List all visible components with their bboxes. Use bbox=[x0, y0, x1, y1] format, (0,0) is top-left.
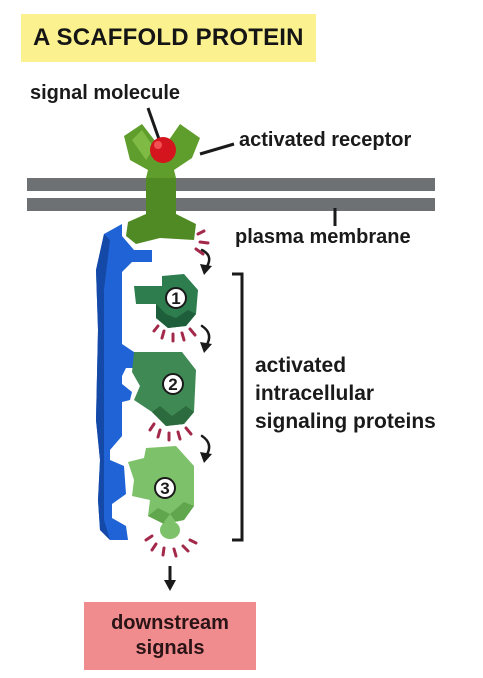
activated-proteins-label-line: activated bbox=[255, 354, 347, 377]
activation-marks bbox=[144, 229, 210, 558]
signal-molecule-label: signal molecule bbox=[30, 82, 181, 104]
curved-arrow-heads bbox=[200, 264, 212, 463]
protein-number-1: 1 bbox=[171, 289, 180, 308]
down-arrow-icon bbox=[164, 566, 176, 591]
protein-number-3: 3 bbox=[160, 479, 169, 498]
membrane-inner-layer bbox=[27, 198, 435, 211]
membrane-outer-layer bbox=[27, 178, 435, 191]
figure-title: A SCAFFOLD PROTEIN bbox=[21, 14, 316, 62]
signal-molecule bbox=[150, 137, 176, 163]
signal-molecule-highlight bbox=[154, 141, 162, 149]
activated-proteins-label-line: signaling proteins bbox=[255, 410, 436, 433]
downstream-signals-box: downstream signals bbox=[84, 602, 256, 670]
downstream-label-line: signals bbox=[135, 637, 205, 659]
scaffold-shading bbox=[96, 234, 110, 540]
protein-number-2: 2 bbox=[168, 375, 177, 394]
scaffold-protein bbox=[96, 224, 152, 540]
receptor-leader-line bbox=[199, 142, 235, 156]
plasma-membrane-label: plasma membrane bbox=[235, 226, 411, 248]
bracket bbox=[232, 272, 244, 542]
curved-arrow-icon bbox=[200, 248, 211, 458]
activated-receptor-label: activated receptor bbox=[239, 129, 412, 151]
activated-proteins-label: activated intracellular signaling protei… bbox=[255, 352, 436, 436]
downstream-label-line: downstream bbox=[111, 612, 229, 634]
activated-proteins-label-line: intracellular bbox=[255, 382, 375, 405]
signal-leader-line bbox=[146, 107, 162, 143]
protein-number-badges bbox=[154, 287, 187, 499]
